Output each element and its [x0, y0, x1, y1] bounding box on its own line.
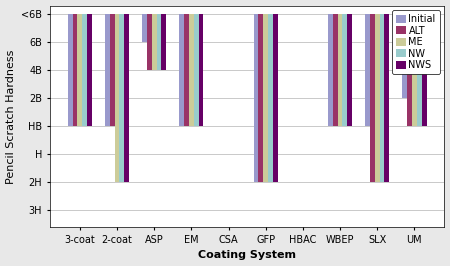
- Bar: [184, 14, 189, 126]
- Bar: [384, 14, 389, 182]
- Bar: [124, 14, 129, 182]
- Bar: [258, 14, 263, 182]
- Bar: [198, 14, 203, 126]
- Bar: [338, 14, 342, 126]
- Bar: [342, 14, 347, 126]
- Bar: [328, 14, 333, 126]
- Bar: [68, 14, 72, 126]
- Bar: [105, 14, 110, 126]
- Bar: [268, 14, 273, 182]
- Bar: [402, 14, 407, 98]
- Bar: [375, 14, 380, 182]
- Bar: [157, 14, 162, 70]
- Bar: [115, 14, 119, 182]
- Bar: [110, 14, 115, 126]
- Bar: [119, 14, 124, 182]
- Bar: [77, 14, 82, 126]
- Bar: [194, 14, 198, 126]
- Bar: [407, 14, 412, 126]
- Bar: [152, 14, 157, 70]
- Bar: [347, 14, 352, 126]
- Bar: [82, 14, 87, 126]
- Bar: [333, 14, 338, 126]
- Bar: [417, 14, 422, 126]
- Bar: [422, 14, 427, 126]
- Bar: [162, 14, 166, 70]
- Bar: [365, 14, 370, 126]
- Bar: [72, 14, 77, 126]
- Bar: [87, 14, 92, 126]
- X-axis label: Coating System: Coating System: [198, 251, 296, 260]
- Bar: [273, 14, 278, 182]
- Bar: [370, 14, 375, 182]
- Bar: [380, 14, 384, 182]
- Y-axis label: Pencil Scratch Hardness: Pencil Scratch Hardness: [5, 49, 16, 184]
- Bar: [412, 14, 417, 126]
- Bar: [179, 14, 184, 126]
- Bar: [263, 14, 268, 182]
- Bar: [147, 14, 152, 70]
- Bar: [189, 14, 194, 126]
- Bar: [142, 14, 147, 42]
- Legend: Initial, ALT, ME, NW, NWS: Initial, ALT, ME, NW, NWS: [392, 10, 440, 74]
- Bar: [254, 14, 258, 182]
